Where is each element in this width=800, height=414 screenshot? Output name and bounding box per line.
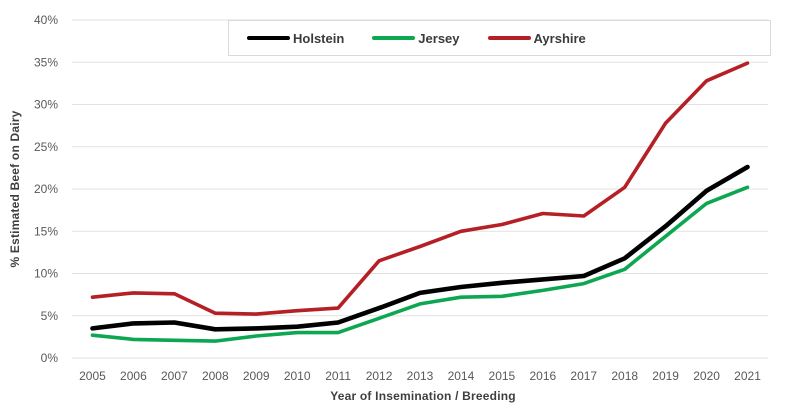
y-tick-label: 5%	[41, 309, 59, 323]
legend-label: Holstein	[293, 30, 345, 46]
legend-line-icon	[247, 36, 290, 40]
x-tick-label: 2010	[284, 369, 311, 383]
y-tick-label: 20%	[34, 182, 58, 196]
legend-item-jersey: Jersey	[372, 30, 460, 46]
y-tick-label: 40%	[34, 13, 58, 27]
y-tick-label: 30%	[34, 98, 58, 112]
x-tick-label: 2017	[570, 369, 597, 383]
x-tick-label: 2021	[734, 369, 761, 383]
x-tick-label: 2015	[489, 369, 516, 383]
x-tick-label: 2007	[161, 369, 188, 383]
x-tick-label: 2018	[611, 369, 638, 383]
x-tick-label: 2006	[120, 369, 147, 383]
legend-line-icon	[487, 36, 531, 40]
y-tick-label: 15%	[34, 224, 58, 238]
legend-label: Jersey	[418, 30, 460, 46]
x-tick-label: 2020	[693, 369, 720, 383]
legend-label: Ayrshire	[533, 30, 586, 46]
x-tick-label: 2012	[366, 369, 393, 383]
legend-item-ayrshire: Ayrshire	[487, 30, 586, 46]
x-tick-label: 2019	[652, 369, 679, 383]
x-axis-title: Year of Insemination / Breeding	[330, 389, 516, 403]
y-tick-label: 35%	[34, 55, 58, 69]
legend: Holstein Jersey Ayrshire	[228, 20, 771, 56]
x-tick-label: 2013	[407, 369, 434, 383]
y-tick-label: 25%	[34, 140, 58, 154]
series-line-jersey	[90, 185, 750, 343]
x-tick-label: 2008	[202, 369, 229, 383]
legend-line-icon	[372, 36, 416, 40]
x-tick-label: 2009	[243, 369, 270, 383]
x-tick-label: 2011	[325, 369, 351, 383]
y-axis-title: % Estimated Beef on Dairy	[8, 110, 22, 268]
x-tick-label: 2016	[529, 369, 556, 383]
y-tick-label: 10%	[34, 267, 58, 281]
series-line-ayrshire	[90, 61, 750, 316]
x-tick-label: 2005	[79, 369, 106, 383]
series-line-holstein	[90, 164, 750, 332]
y-tick-label: 0%	[41, 351, 59, 365]
x-tick-label: 2014	[448, 369, 475, 383]
legend-item-holstein: Holstein	[247, 31, 344, 46]
